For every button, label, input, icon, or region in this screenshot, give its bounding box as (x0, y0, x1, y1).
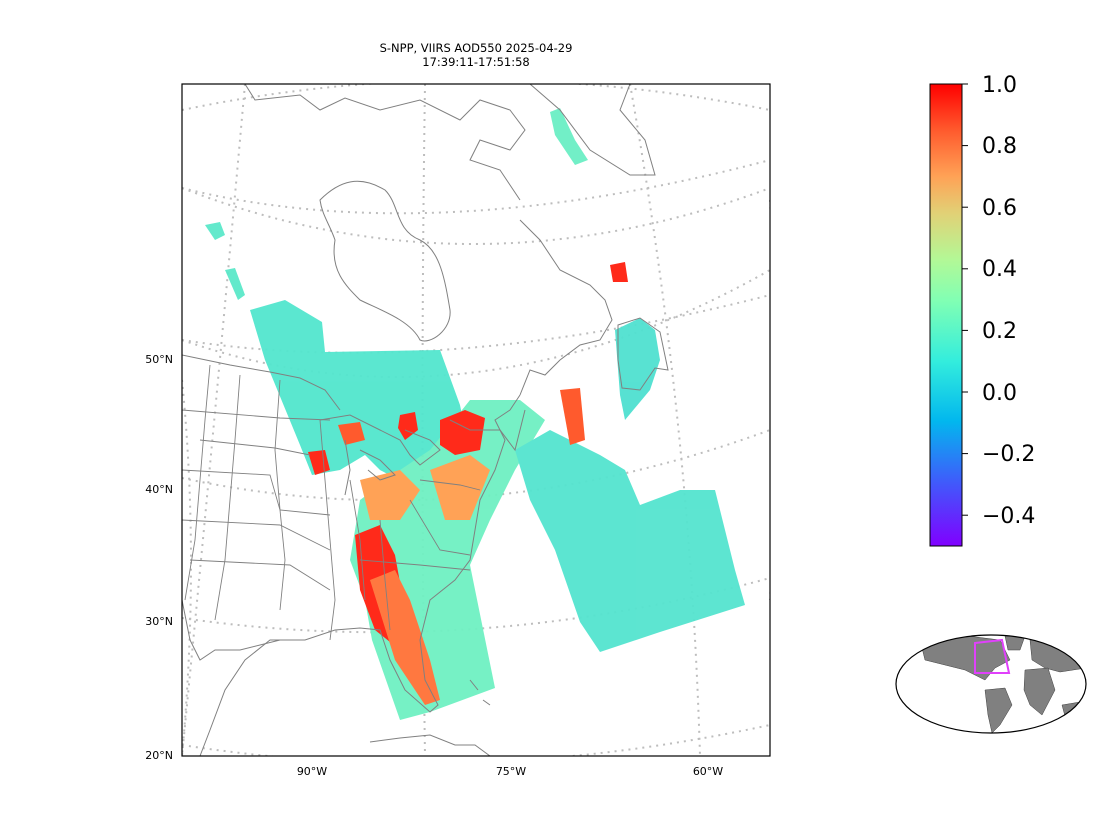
title-line-2: 17:39:11-17:51:58 (422, 55, 530, 69)
map-title: S-NPP, VIIRS AOD550 2025-04-29 17:39:11-… (182, 41, 770, 69)
globe-australia (1061, 701, 1085, 721)
colorbar-label-0-8: 0.8 (982, 134, 1017, 159)
state-borders (182, 364, 481, 641)
map-frame (181, 83, 771, 757)
meridian-90w (182, 84, 246, 756)
swath-newfoundland (615, 318, 660, 420)
colorbar-label-1-0: 1.0 (982, 73, 1017, 98)
swath-north-2 (225, 268, 245, 300)
lat-label-50n: 50°N (145, 353, 173, 366)
newfoundland (617, 317, 669, 391)
colorbar-label-minus-0-4: −0.4 (982, 504, 1036, 529)
globe-outline (895, 634, 1087, 734)
lon-label-75w: 75°W (495, 765, 527, 778)
smoke-michigan (338, 422, 365, 445)
gulf-mexico (182, 599, 281, 661)
main-map (182, 84, 770, 756)
globe-south-america (984, 687, 1013, 733)
smoke-great-lakes (440, 410, 485, 455)
smoke-midatlantic (430, 455, 490, 520)
hudson-bay-coast (319, 180, 451, 342)
cuba (369, 734, 491, 756)
baffin-coast (529, 84, 656, 176)
meridian-45w (769, 200, 770, 600)
colorbar-label-0-4: 0.4 (982, 257, 1017, 282)
bahamas (469, 679, 491, 706)
swath-east (515, 430, 745, 652)
arctic-islands (244, 84, 526, 201)
labrador-coast (519, 219, 613, 396)
meridian-105w (182, 379, 192, 756)
colorbar-label-0-0: 0.0 (982, 381, 1017, 406)
us-canada-border (182, 354, 526, 452)
parallel-60n (182, 187, 770, 245)
title-line-1: S-NPP, VIIRS AOD550 2025-04-29 (379, 41, 573, 55)
parallel-50n (182, 269, 770, 378)
atlantic-coast (199, 394, 521, 756)
meridian-60w (629, 84, 701, 756)
smoke-quebec (560, 388, 585, 445)
lon-label-60w: 60°W (692, 765, 724, 778)
swath-labrador (550, 108, 588, 165)
globe-africa (1023, 667, 1056, 716)
great-lakes (319, 414, 441, 496)
smoke-ohio (360, 470, 420, 520)
lat-label-20n: 20°N (145, 749, 173, 762)
colorbar-ticks (962, 83, 968, 516)
colorbar-label-minus-0-2: −0.2 (982, 442, 1036, 467)
smoke-newfoundland (610, 262, 628, 282)
inset-globe (895, 634, 1087, 734)
lon-label-90w: 90°W (296, 765, 328, 778)
coastlines (182, 84, 669, 756)
colorbar-label-0-2: 0.2 (982, 319, 1017, 344)
parallel-45n (182, 159, 770, 215)
colorbar-label-0-6: 0.6 (982, 196, 1017, 221)
colorbar (929, 83, 963, 547)
lat-label-40n: 40°N (145, 483, 173, 496)
globe-domain-box (974, 638, 1011, 674)
lat-label-30n: 30°N (145, 615, 173, 628)
aod-swaths (205, 108, 745, 720)
parallel-20n (182, 724, 770, 756)
swath-north-1 (205, 222, 225, 240)
